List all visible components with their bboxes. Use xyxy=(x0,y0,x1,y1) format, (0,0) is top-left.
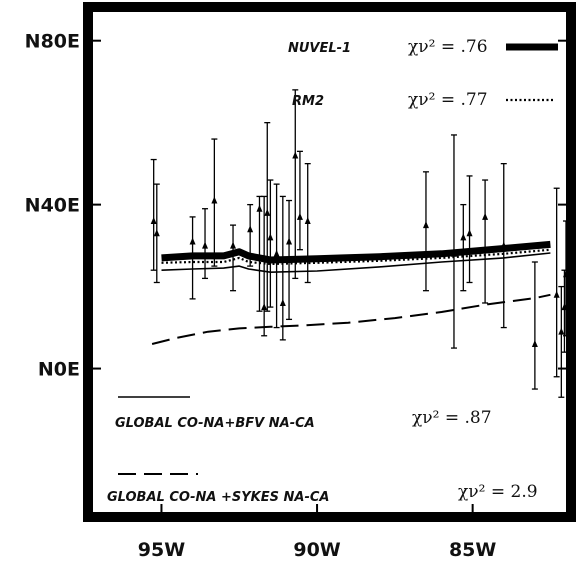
x-tick-label: 95W xyxy=(138,539,185,561)
data-point xyxy=(531,339,538,347)
legend-label-nuvel1: NUVEL-1 xyxy=(288,41,351,56)
data-point xyxy=(553,290,560,298)
plot-frame xyxy=(83,2,576,522)
data-point xyxy=(189,237,196,245)
legend-chi-sykes: χν² = 2.9 xyxy=(458,482,538,502)
data-point xyxy=(267,233,274,241)
x-tick-label: 90W xyxy=(293,539,340,561)
data-point xyxy=(460,233,467,241)
data-point xyxy=(273,249,280,257)
data-point xyxy=(482,212,489,220)
data-point xyxy=(296,212,303,220)
series-line-sykes xyxy=(151,293,551,345)
data-point xyxy=(264,208,271,216)
data-point xyxy=(466,229,473,237)
y-tick-label: N40E xyxy=(25,195,80,217)
data-point xyxy=(286,237,293,245)
data-point xyxy=(202,241,209,249)
data-point xyxy=(563,270,569,278)
data-point xyxy=(211,196,218,204)
data-point xyxy=(279,298,286,306)
data-point xyxy=(247,225,254,233)
data-point xyxy=(230,241,237,249)
data-point xyxy=(261,303,268,311)
y-tick-label: N0E xyxy=(38,359,80,381)
legend-label-rm2: RM2 xyxy=(292,94,324,109)
y-tick-label: N80E xyxy=(25,31,80,53)
legend-label-bfv: GLOBAL CO-NA+BFV NA-CA xyxy=(115,416,315,431)
data-point xyxy=(558,327,565,335)
series-line-nuvel1 xyxy=(161,240,551,264)
data-point xyxy=(153,229,160,237)
data-point xyxy=(450,249,457,257)
data-point xyxy=(256,204,263,212)
data-point xyxy=(292,151,299,159)
legend-chi-nuvel1: χν² = .76 xyxy=(408,37,488,57)
legend-chi-rm2: χν² = .77 xyxy=(408,90,488,110)
data-point xyxy=(500,241,507,249)
data-point xyxy=(150,217,157,225)
series-line-rm2 xyxy=(161,248,551,266)
x-tick-label: 85W xyxy=(449,539,496,561)
legend-chi-bfv: χν² = .87 xyxy=(412,408,492,428)
legend-label-sykes: GLOBAL CO-NA +SYKES NA-CA xyxy=(107,490,329,505)
data-point xyxy=(422,221,429,229)
data-point xyxy=(304,217,311,225)
